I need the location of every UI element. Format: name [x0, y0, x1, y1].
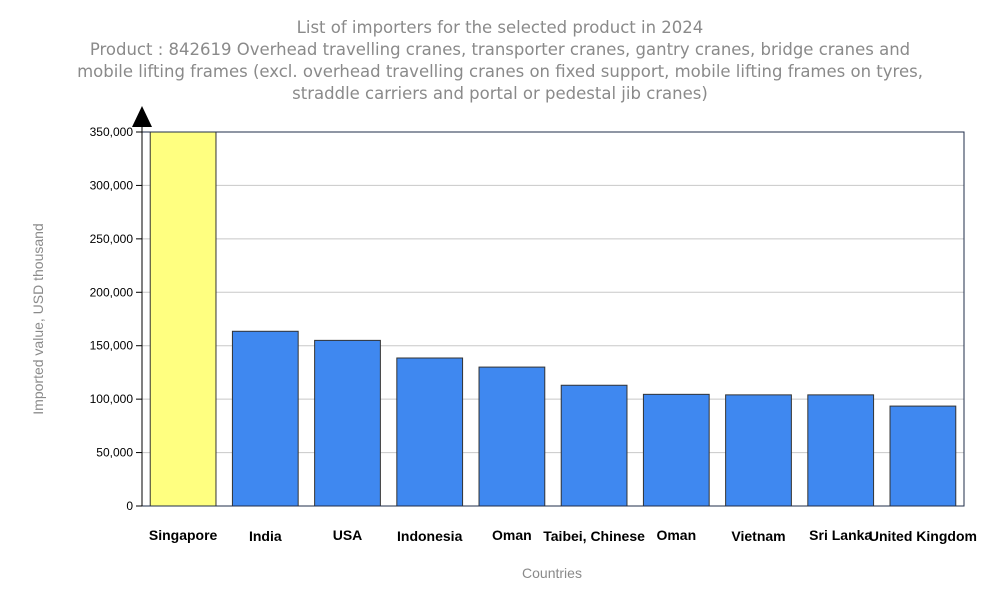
chart-title-line-1: List of importers for the selected produ…	[296, 18, 704, 37]
x-category-label: USA	[333, 527, 363, 543]
y-tick-label: 300,000	[90, 178, 134, 192]
chart-title-line-2: Product : 842619 Overhead travelling cra…	[89, 40, 911, 59]
bar-4[interactable]	[478, 366, 546, 507]
bar-8[interactable]	[807, 394, 875, 507]
bar-7[interactable]	[725, 394, 792, 507]
x-category-label: United Kingdom	[869, 528, 977, 544]
y-axis-arrow-icon	[132, 106, 152, 127]
bar-0[interactable]	[149, 131, 217, 507]
x-category-label: Oman	[492, 527, 532, 543]
x-category-label: Sri Lanka	[809, 527, 872, 543]
x-axis-categories: Singapore India USA Indonesia Oman Taibei, Ch…	[149, 527, 977, 544]
y-tick-label: 50,000	[96, 446, 133, 460]
x-category-label: India	[249, 528, 282, 544]
y-tick-label: 150,000	[90, 339, 134, 353]
x-category-label: Taibei, Chinese	[543, 528, 645, 544]
y-axis-ticks: 0 50,000 100,000 150,000 200,000 250,000 300,0…	[90, 122, 143, 513]
bar-1[interactable]	[231, 330, 299, 507]
bar-6[interactable]	[642, 393, 710, 507]
y-tick-label: 100,000	[90, 392, 134, 406]
x-category-label: Vietnam	[731, 528, 785, 544]
chart-title: List of importers for the selected produ…	[0, 17, 1000, 105]
bar-2[interactable]	[314, 339, 381, 507]
y-tick-label: 350,000	[90, 125, 134, 139]
y-tick-label: 250,000	[90, 232, 134, 246]
y-tick-label: 0	[126, 499, 133, 513]
bar-3[interactable]	[396, 357, 464, 507]
bars	[149, 131, 957, 507]
y-axis-title: Imported value, USD thousand	[30, 223, 46, 414]
x-category-label: Oman	[656, 527, 696, 543]
chart-title-line-3: mobile lifting frames (excl. overhead tr…	[77, 62, 923, 81]
chart-title-line-4: straddle carriers and portal or pedestal…	[292, 84, 708, 103]
bar-5[interactable]	[560, 384, 628, 507]
bar-9[interactable]	[889, 405, 957, 507]
x-axis-title: Countries	[522, 565, 582, 581]
x-category-label: Indonesia	[397, 528, 463, 544]
y-tick-label: 200,000	[90, 285, 134, 299]
x-category-label: Singapore	[149, 527, 218, 543]
